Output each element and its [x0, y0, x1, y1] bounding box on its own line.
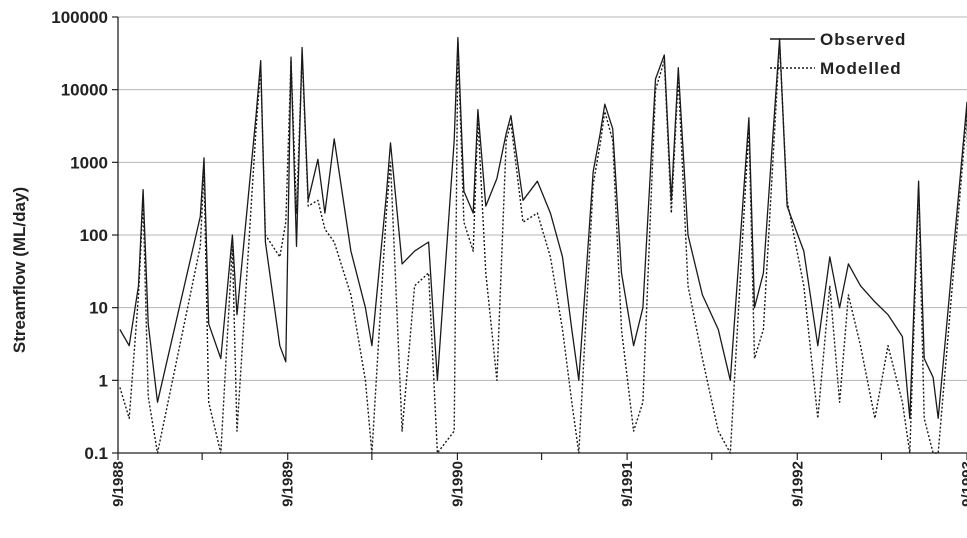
- y-tick-label: 0.1: [84, 444, 108, 463]
- axes: 0.1 1 10 100 1000 10000 100000 9/1988 9/1989 9/19…: [51, 8, 967, 507]
- x-tick-label: 9/1993: [959, 461, 967, 507]
- x-tick-label: 9/1988: [110, 461, 127, 507]
- y-tick-label: 1000: [70, 153, 108, 172]
- x-tick-label: 9/1991: [619, 461, 636, 507]
- x-tick-label: 9/1990: [449, 461, 466, 507]
- y-axis-label: Streamflow (ML/day): [10, 187, 29, 353]
- series-line-modelled: [119, 41, 967, 454]
- x-tick-label: 9/1992: [789, 461, 806, 507]
- series-line-observed: [119, 36, 967, 419]
- series-layer: [119, 36, 967, 454]
- y-tick-label: 10000: [61, 81, 108, 100]
- y-tick-label: 100000: [51, 8, 108, 27]
- y-tick-label: 10: [89, 299, 108, 318]
- gridlines: [118, 16, 967, 381]
- legend-label-modelled: Modelled: [820, 59, 902, 78]
- y-tick-label: 100: [80, 226, 108, 245]
- y-tick-label: 1: [99, 371, 108, 390]
- x-tick-label: 9/1989: [280, 461, 297, 507]
- legend-label-observed: Observed: [820, 30, 906, 49]
- legend: Observed Modelled: [770, 30, 906, 78]
